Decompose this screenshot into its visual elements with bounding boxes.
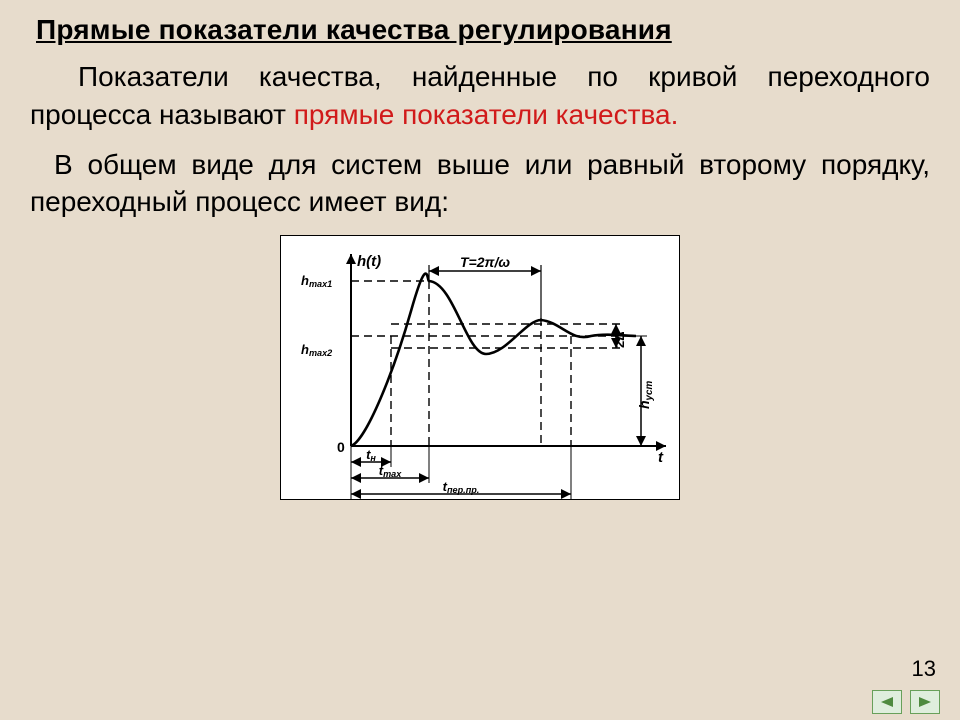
svg-text:hmax2: hmax2 — [301, 342, 332, 358]
svg-text:t: t — [658, 449, 664, 466]
slide-title: Прямые показатели качества регулирования — [36, 14, 930, 46]
svg-text:hmax1: hmax1 — [301, 273, 332, 289]
paragraph-2: В общем виде для систем выше или равный … — [30, 146, 930, 222]
paragraph-1-term: прямые показатели качества. — [294, 99, 679, 130]
svg-text:tmax: tmax — [379, 463, 402, 479]
slide: Прямые показатели качества регулирования… — [0, 0, 960, 720]
next-button[interactable] — [910, 690, 940, 714]
chart-container: T=2π/ω 2Δ hуст tнtmax tпер.пр. h(t) t 0 hmax1 hma… — [30, 235, 930, 505]
arrow-right-icon — [917, 695, 933, 709]
svg-text:hуст: hуст — [636, 381, 655, 409]
svg-text:h(t): h(t) — [357, 253, 381, 270]
step-response-chart: T=2π/ω 2Δ hуст tнtmax tпер.пр. h(t) t 0 hmax1 hma… — [280, 235, 680, 500]
svg-text:tпер.пр.: tпер.пр. — [443, 479, 480, 495]
svg-text:tн: tн — [366, 447, 376, 463]
svg-text:0: 0 — [337, 439, 345, 455]
page-number: 13 — [912, 656, 936, 682]
prev-button[interactable] — [872, 690, 902, 714]
arrow-left-icon — [879, 695, 895, 709]
paragraph-1: Показатели качества, найденные по кривой… — [30, 58, 930, 134]
nav-buttons — [872, 690, 940, 714]
svg-text:T=2π/ω: T=2π/ω — [460, 254, 510, 270]
svg-text:2Δ: 2Δ — [612, 332, 627, 349]
